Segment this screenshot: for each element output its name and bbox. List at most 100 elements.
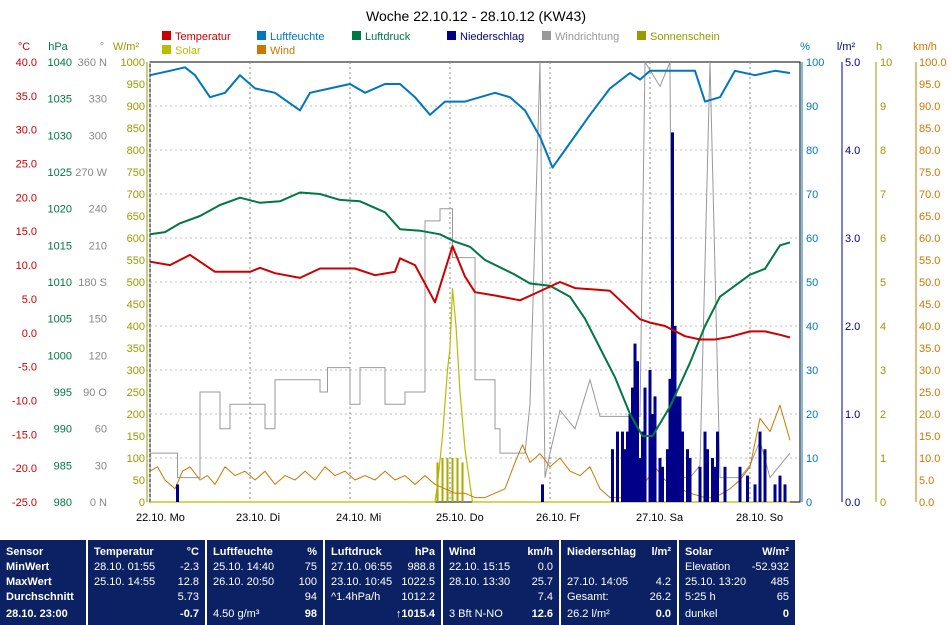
hum-now-abs: 4.50 g/m³ [213,608,260,620]
solar-elev-value: -52.932 [751,561,789,573]
rain-bar [773,484,777,502]
axis-tick-solar: 250 [127,387,145,399]
rain-bar [688,458,692,502]
rain-bar [681,431,684,502]
solar-now-value: 0 [782,608,789,620]
axis-tick-solar: 850 [127,123,145,135]
wind-now-value: 12.6 [531,608,553,620]
axis-tick-sun: 8 [880,145,886,157]
sensor-avg-label: Durchschnitt [6,591,74,603]
axis-tick-rain: 2.0 [845,321,860,333]
x-tick-label: 23.10. Di [236,512,280,524]
axis-tick-hum: 80 [806,145,818,157]
sunshine-bar [451,458,454,502]
axis-tick-hum: 100 [806,57,824,69]
axis-tick-solar: 700 [127,189,145,201]
axis-tick-sun: 6 [880,233,886,245]
axis-tick-temp: 10.0 [16,260,37,272]
x-tick-label: 22.10. Mo [136,512,185,524]
press-min-value: 988.8 [407,561,435,573]
summary-humidity: Luftfeuchte% 25.10. 14:40 75 26.10. 20:50… [207,540,323,625]
sunshine-bar [456,458,459,502]
summary-wind: Wind km/h 22.10. 15:15 0.0 28.10. 13:30 25.… [443,540,559,625]
solar-header: Solar [685,546,713,558]
wind-unit: km/h [527,546,553,558]
legend-label-hum: Luftfeuchte [270,31,324,43]
axis-unit-temp: °C [18,41,30,53]
press-unit: hPa [414,546,435,558]
rain-total-value: 26.2 [649,591,671,603]
axis-tick-solar: 350 [127,343,145,355]
axis-tick-wdir: 150 [89,314,107,326]
axis-tick-hum: 30 [806,365,818,377]
hum-unit: % [307,546,317,558]
axis-tick-temp: -5.0 [18,362,37,374]
axis-tick-rain: 1.0 [845,409,860,421]
axis-unit-wind: km/h [913,41,937,53]
axis-unit-press: hPa [48,41,68,53]
axis-tick-wind: 95.0 [919,79,940,91]
solar-sun-hours: 5:25 h [685,591,716,603]
legend-swatch-solar [162,45,171,54]
rain-bar [703,431,707,502]
press-header: Luftdruck [331,546,382,558]
summary-solar: Solar W/m² Elevation -52.932 25.10. 13:20 4… [679,540,795,625]
rain-bar [738,466,742,502]
temp-now-value: -0.7 [180,608,199,620]
rain-max-time: 27.10. 14:05 [567,576,629,588]
axis-tick-temp: 40.0 [16,57,37,69]
temp-header: Temperatur [94,546,154,558]
rain-bar [723,466,727,502]
legend-swatch-press [352,31,361,40]
axis-tick-hum: 70 [806,189,818,201]
axis-tick-wdir: 0 N [90,497,107,509]
wind-header: Wind [449,546,476,558]
rain-bar [666,449,669,502]
axis-tick-temp: -20.0 [12,463,37,475]
axis-tick-solar: 100 [127,453,145,465]
rain-bar [631,387,634,502]
wind-avg-value: 7.4 [537,591,553,603]
axis-tick-wdir: 210 [89,240,107,252]
temp-min-time: 28.10. 01:55 [94,561,156,573]
press-max-value: 1022.5 [401,576,435,588]
axis-tick-wind: 90.0 [919,101,940,113]
axis-tick-temp: 20.0 [16,192,37,204]
axis-tick-wind: 35.0 [919,343,940,355]
wind-min-value: 0.0 [537,561,553,573]
legend-swatch-sun [637,31,646,40]
axis-tick-wind: 100.0 [919,57,947,69]
axis-tick-solar: 650 [127,211,145,223]
axis-tick-temp: 25.0 [16,159,37,171]
axis-tick-wind: 60.0 [919,233,940,245]
axis-tick-wdir: 180 S [78,277,107,289]
axis-tick-solar: 750 [127,167,145,179]
rain-bar [753,484,757,502]
axis-tick-hum: 90 [806,101,818,113]
legend-label-sun: Sonnenschein [650,31,720,43]
legend-label-rain: Niederschlag [460,31,524,43]
axis-tick-wind: 20.0 [919,409,940,421]
summary-sensor: Sensor MinWert MaxWert Durchschnitt 28.1… [0,540,86,625]
solar-elev-label: Elevation [685,561,731,573]
axis-tick-wind: 40.0 [919,321,940,333]
rain-header: Niederschlag [567,546,637,558]
rain-bar [713,466,717,502]
rain-unit: l/m² [651,546,671,558]
series-temperature [149,245,791,341]
legend-swatch-wdir [542,31,551,40]
axis-tick-rain: 5.0 [845,57,860,69]
wind-max-time: 28.10. 13:30 [449,576,511,588]
solar-max-time: 25.10. 13:20 [685,576,747,588]
rain-bar [676,396,679,502]
axis-tick-solar: 950 [127,79,145,91]
series-humidity [149,66,791,169]
rain-bar [668,378,672,502]
sunshine-bar [461,462,464,502]
axis-unit-wdir: ° [100,41,104,53]
axis-tick-press: 985 [54,460,72,472]
solar-now-state: dunkel [685,608,718,620]
hum-min-time: 25.10. 14:40 [213,561,275,573]
rain-total-label: Gesamt: [567,591,609,603]
rain-bar [641,431,644,502]
